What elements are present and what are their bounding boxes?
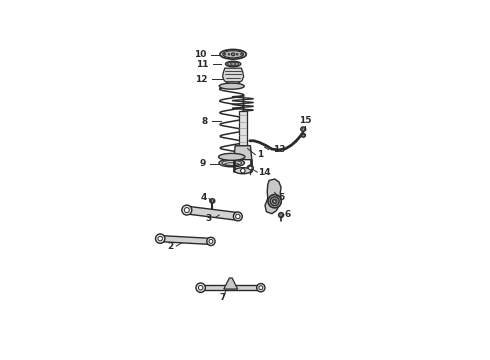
Text: 2: 2	[167, 242, 173, 251]
Ellipse shape	[279, 212, 284, 217]
Ellipse shape	[211, 200, 214, 202]
Ellipse shape	[219, 83, 244, 89]
Ellipse shape	[196, 283, 205, 292]
Text: 12: 12	[196, 75, 208, 84]
Ellipse shape	[241, 168, 245, 173]
Ellipse shape	[248, 166, 252, 170]
Text: 8: 8	[201, 117, 208, 126]
Ellipse shape	[259, 286, 263, 290]
Ellipse shape	[270, 197, 279, 206]
Ellipse shape	[272, 199, 277, 203]
Ellipse shape	[302, 134, 304, 136]
Text: 13: 13	[273, 145, 285, 154]
Polygon shape	[234, 146, 252, 159]
Text: 1: 1	[257, 150, 263, 159]
Ellipse shape	[158, 237, 162, 241]
Ellipse shape	[232, 53, 234, 55]
Ellipse shape	[235, 168, 251, 174]
Text: 7: 7	[220, 293, 226, 302]
Ellipse shape	[157, 235, 163, 242]
Ellipse shape	[247, 165, 253, 171]
FancyBboxPatch shape	[239, 111, 247, 146]
Text: 6: 6	[284, 210, 291, 219]
Ellipse shape	[236, 214, 240, 219]
Text: 9: 9	[200, 159, 206, 168]
Ellipse shape	[182, 205, 192, 215]
Ellipse shape	[257, 284, 265, 292]
Ellipse shape	[227, 62, 239, 66]
Ellipse shape	[184, 208, 189, 212]
Ellipse shape	[237, 53, 238, 55]
Ellipse shape	[301, 133, 305, 137]
Ellipse shape	[210, 199, 215, 203]
Ellipse shape	[280, 214, 282, 216]
Polygon shape	[160, 235, 211, 244]
Text: 15: 15	[299, 116, 312, 125]
Ellipse shape	[198, 285, 203, 290]
Text: 5: 5	[278, 193, 284, 202]
Ellipse shape	[209, 239, 213, 243]
Polygon shape	[222, 68, 244, 84]
Ellipse shape	[207, 237, 215, 246]
Polygon shape	[265, 179, 281, 214]
Ellipse shape	[301, 127, 306, 131]
Ellipse shape	[258, 285, 263, 290]
Ellipse shape	[231, 63, 236, 66]
Ellipse shape	[183, 206, 191, 214]
Text: 3: 3	[205, 214, 212, 223]
Ellipse shape	[219, 159, 245, 167]
Ellipse shape	[223, 51, 244, 58]
Ellipse shape	[220, 49, 246, 59]
Polygon shape	[186, 206, 238, 220]
Ellipse shape	[228, 53, 230, 55]
Ellipse shape	[198, 285, 203, 290]
Ellipse shape	[224, 53, 225, 55]
Ellipse shape	[273, 200, 276, 202]
Ellipse shape	[231, 53, 235, 56]
Text: 11: 11	[196, 60, 209, 69]
Text: 10: 10	[195, 50, 207, 59]
Ellipse shape	[302, 128, 304, 130]
Ellipse shape	[241, 53, 242, 55]
Text: 14: 14	[258, 168, 270, 177]
Ellipse shape	[225, 61, 241, 67]
Ellipse shape	[234, 212, 242, 220]
Ellipse shape	[208, 238, 214, 244]
Text: 4: 4	[200, 193, 207, 202]
Ellipse shape	[155, 234, 165, 243]
Ellipse shape	[268, 194, 281, 208]
Polygon shape	[201, 285, 261, 290]
Polygon shape	[224, 278, 238, 289]
Ellipse shape	[219, 153, 245, 160]
Ellipse shape	[233, 212, 242, 221]
